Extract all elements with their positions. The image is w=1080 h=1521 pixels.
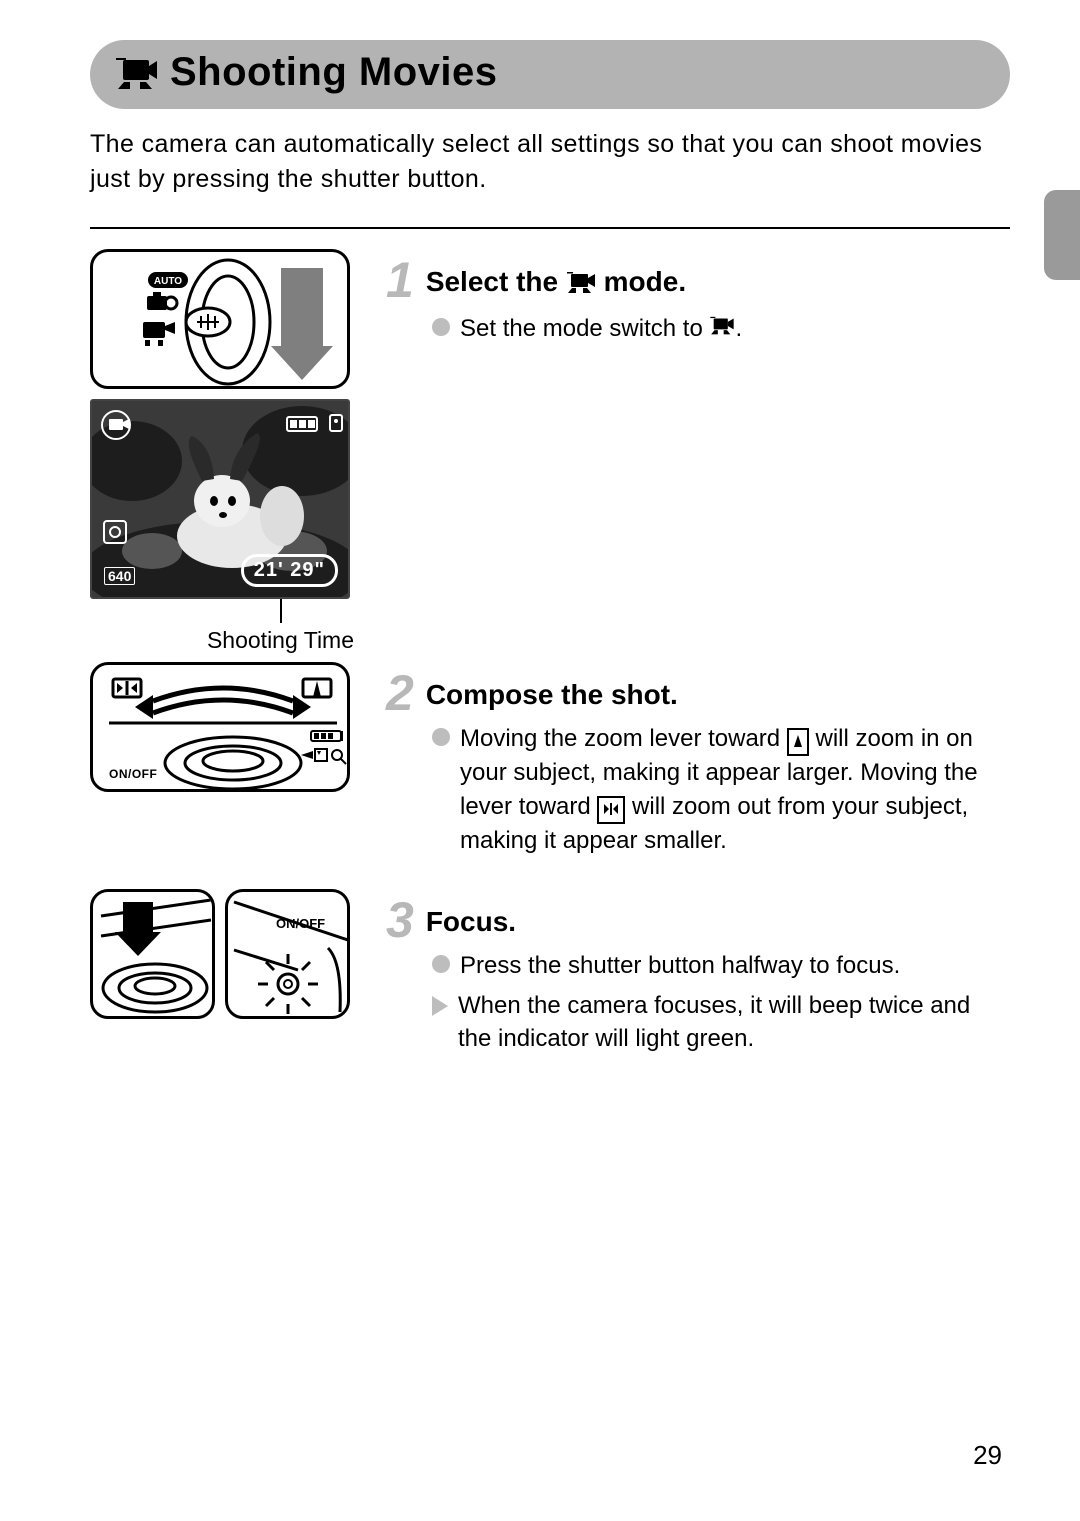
shooting-time-caption: Shooting Time	[90, 627, 360, 654]
list-item: Moving the zoom lever toward will zoom i…	[432, 722, 1010, 857]
step-3-title: Focus.	[426, 906, 516, 938]
bullet-dot-icon	[432, 728, 450, 746]
figure-mode-switch: AUTO	[90, 249, 350, 389]
shooting-time-value: 21' 29"	[241, 554, 338, 587]
step-1-figure-col: AUTO	[90, 249, 360, 389]
step-1-head: 1 Select the mode.	[386, 249, 1010, 302]
list-item: Press the shutter button halfway to focu…	[432, 949, 1010, 983]
list-item: When the camera focuses, it will beep tw…	[432, 989, 1010, 1056]
divider	[90, 227, 1010, 229]
page-title: Shooting Movies	[170, 50, 498, 95]
step-2-bullets: Moving the zoom lever toward will zoom i…	[386, 722, 1010, 857]
step-1: AUTO	[90, 249, 1010, 389]
svg-text:ON/OFF: ON/OFF	[276, 916, 325, 931]
side-tab	[1044, 190, 1080, 280]
wide-icon	[597, 796, 625, 824]
step-1-text: 1 Select the mode. Set the mode switch t…	[386, 249, 1010, 352]
resolution-badge: 640	[104, 567, 135, 585]
step-1-title: Select the mode.	[426, 266, 686, 302]
step-2-text: 2 Compose the shot. Moving the zoom leve…	[386, 662, 1010, 863]
step-3-number: 3	[386, 895, 414, 945]
step-3-head: 3 Focus.	[386, 889, 1010, 939]
tele-icon	[787, 728, 809, 756]
bullet-dot-icon	[432, 955, 450, 973]
step-2-title: Compose the shot.	[426, 679, 678, 711]
step-1-number: 1	[386, 255, 414, 305]
step-2-figure-col: ON/OFF	[90, 662, 360, 792]
auto-label: AUTO	[154, 276, 182, 287]
intro-text: The camera can automatically select all …	[90, 127, 1010, 197]
list-item: Set the mode switch to .	[432, 312, 1010, 346]
onoff-label: ON/OFF	[109, 767, 157, 781]
movie-mode-icon	[566, 270, 596, 302]
figure-indicator: ON/OFF	[225, 889, 350, 1019]
photo-col: 640 21' 29" Shooting Time	[90, 399, 360, 654]
figure-zoom-lever: ON/OFF	[90, 662, 350, 792]
step-2: ON/OFF 2 Compose the shot. Moving the zo…	[90, 662, 1010, 863]
page: Shooting Movies The camera can automatic…	[0, 0, 1080, 1521]
step-3-figure-col: ON/OFF	[90, 889, 360, 1019]
movie-mode-icon	[114, 56, 158, 90]
step-3-bullets: Press the shutter button halfway to focu…	[386, 949, 1010, 1056]
figure-lcd-preview: 640 21' 29"	[90, 399, 350, 599]
step-3: ON/OFF	[90, 889, 1010, 1062]
figure-shutter-press	[90, 889, 215, 1019]
title-bar: Shooting Movies	[90, 40, 1010, 109]
movie-mode-icon	[709, 315, 735, 342]
step-1-bullets: Set the mode switch to .	[386, 312, 1010, 346]
step-2-head: 2 Compose the shot.	[386, 662, 1010, 712]
page-number: 29	[973, 1440, 1002, 1471]
photo-row: 640 21' 29" Shooting Time	[90, 399, 1010, 654]
bullet-dot-icon	[432, 318, 450, 336]
bullet-triangle-icon	[432, 996, 448, 1016]
step-3-text: 3 Focus. Press the shutter button halfwa…	[386, 889, 1010, 1062]
step-2-number: 2	[386, 668, 414, 718]
caption-leader-line	[280, 599, 282, 623]
